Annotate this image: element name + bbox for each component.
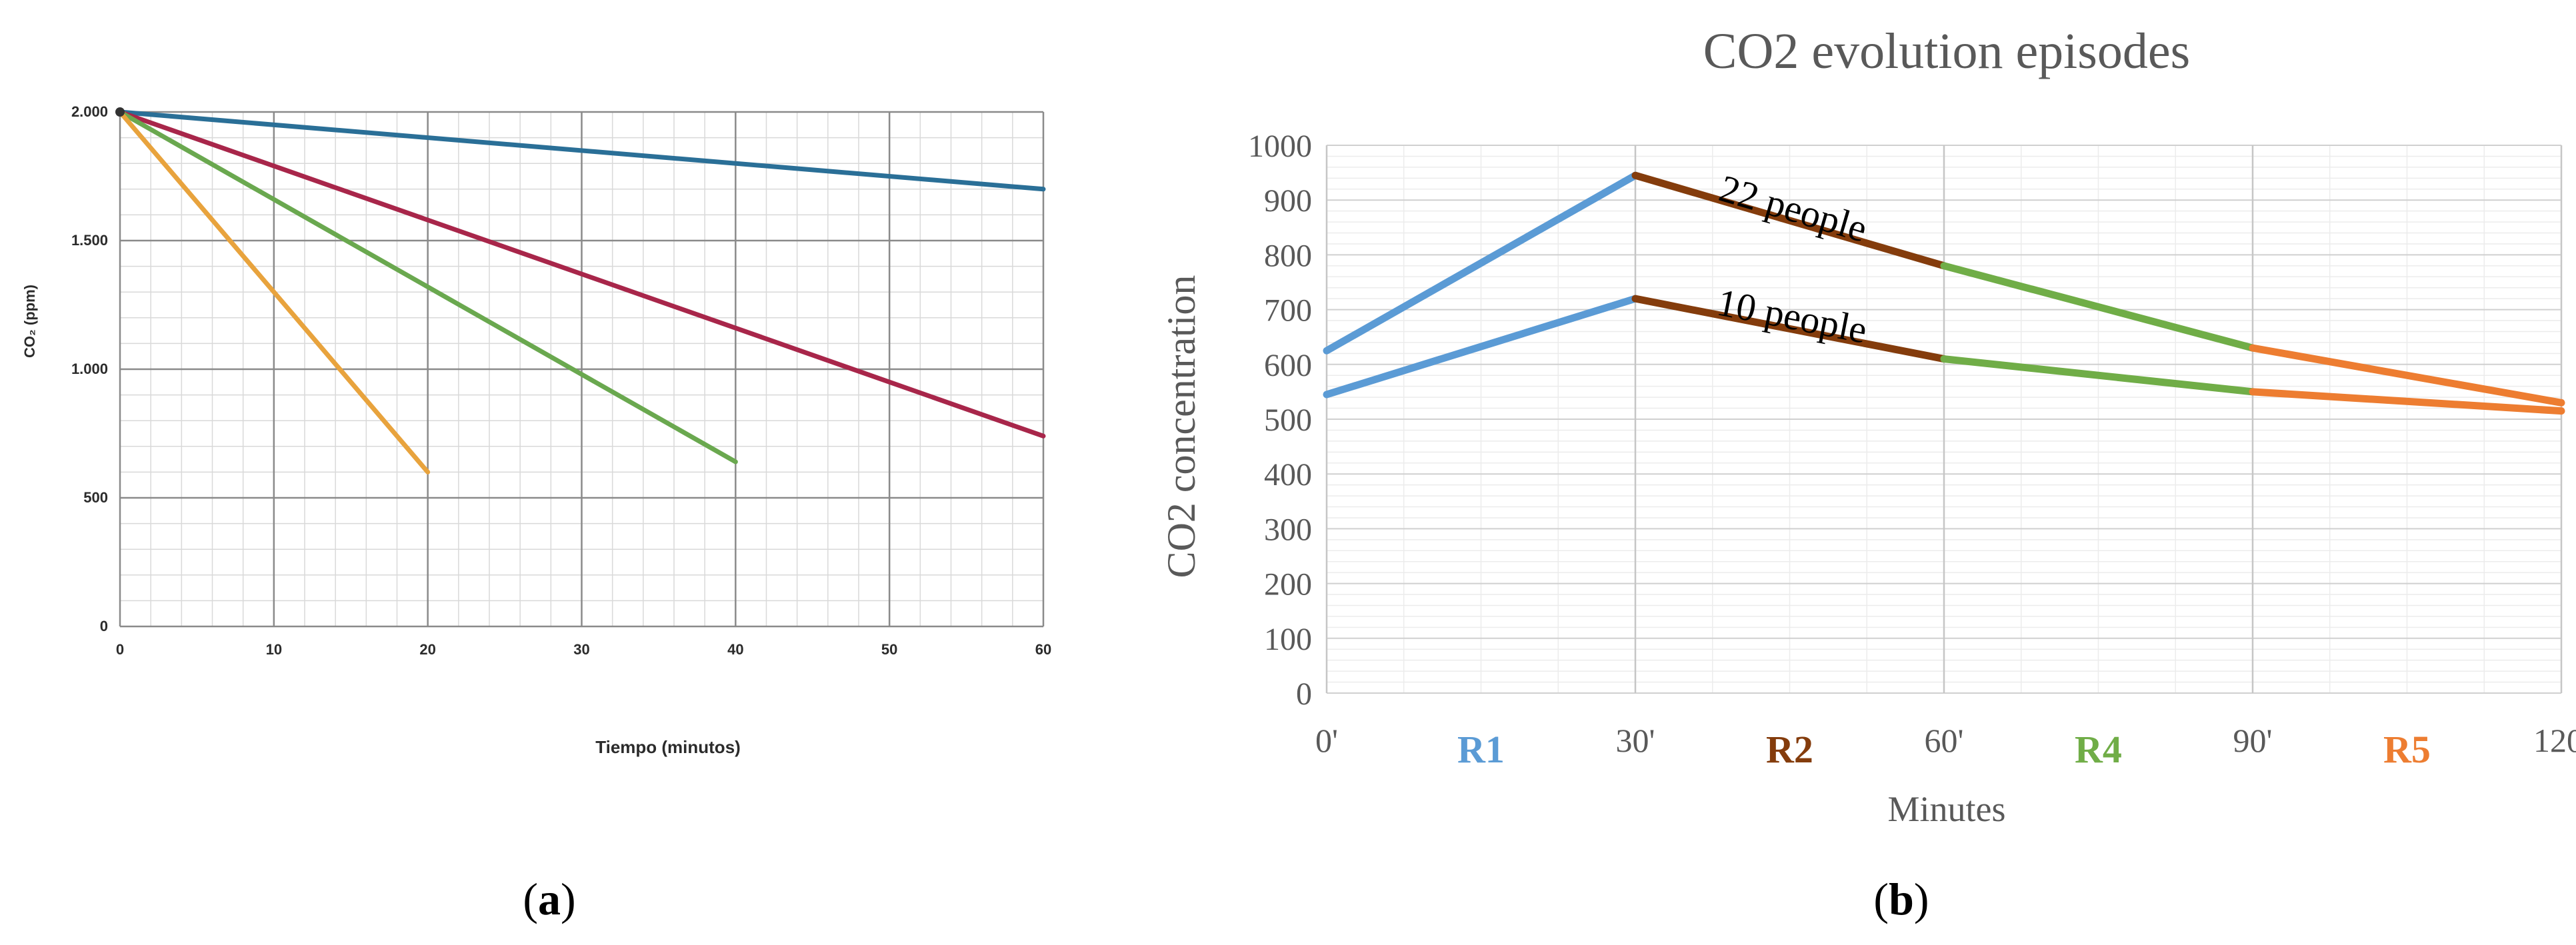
series-segment xyxy=(1323,171,1639,355)
x-tick-label: 30 xyxy=(573,641,589,658)
caption-a: (a) xyxy=(523,874,575,924)
y-tick-label: 1000 xyxy=(1248,129,1312,164)
x-tick-label: 60 xyxy=(1035,641,1051,658)
chart-panel-a: 0 500 1.000 1.500 2.000 0 10 20 30 40 50 60 CO₂ (p… xyxy=(21,103,1051,757)
y-tick-label: 300 xyxy=(1264,512,1312,547)
origin-point xyxy=(115,107,125,117)
y-tick-label: 2.000 xyxy=(71,103,108,120)
x-tick-label: 0 xyxy=(116,641,124,658)
series-segment xyxy=(1631,171,1948,270)
x-tick-label: 40 xyxy=(727,641,743,658)
y-tick-label: 100 xyxy=(1264,622,1312,657)
y-tick-label: 900 xyxy=(1264,183,1312,219)
x-tick-label: 50 xyxy=(881,641,897,658)
y-tick-label: 600 xyxy=(1264,348,1312,383)
caption-b: (b) xyxy=(1873,874,1929,924)
chart-title: CO2 evolution episodes xyxy=(1703,23,2190,79)
y-tick-label: 200 xyxy=(1264,567,1312,602)
x-tick-labels: 0' 30' 60' 90' 120' xyxy=(1315,722,2576,759)
phase-label: R4 xyxy=(2075,728,2122,771)
major-grid xyxy=(1325,145,2563,694)
y-axis-label: CO2 concentration xyxy=(1159,275,1203,578)
x-axis-label: Tiempo (minutos) xyxy=(595,737,741,757)
x-tick-label: 30' xyxy=(1615,722,1655,759)
series-lines xyxy=(115,107,1046,474)
series-segment xyxy=(1940,355,2257,396)
series-line-orange xyxy=(117,109,431,474)
series-segment xyxy=(1323,295,1639,399)
phase-labels: R1 R2 R4 R5 xyxy=(1457,728,2431,771)
y-tick-label: 700 xyxy=(1264,293,1312,329)
y-tick-label: 1.000 xyxy=(71,361,108,377)
x-tick-label: 0' xyxy=(1315,722,1338,759)
major-grid xyxy=(119,111,1045,628)
series-segment xyxy=(1940,262,2257,352)
series-label: 10 people xyxy=(1714,281,1871,352)
series-label: 22 people xyxy=(1715,167,1872,251)
x-axis-label: Minutes xyxy=(1887,789,2005,829)
series-segment xyxy=(2249,344,2565,407)
series-line-red xyxy=(117,109,1046,439)
phase-label: R2 xyxy=(1766,728,1813,771)
x-tick-label: 90' xyxy=(2233,722,2272,759)
y-tick-label: 500 xyxy=(83,489,108,506)
caption-a-letter: a xyxy=(538,874,561,924)
chart-panel-b: CO2 evolution episodes 22 people 10 peopl… xyxy=(1159,23,2576,829)
phase-label: R1 xyxy=(1457,728,1505,771)
caption-b-letter: b xyxy=(1889,874,1914,924)
y-tick-label: 1.500 xyxy=(71,232,108,249)
x-tick-label: 60' xyxy=(1924,722,1963,759)
x-tick-labels: 0 10 20 30 40 50 60 xyxy=(116,641,1051,658)
y-tick-label: 0 xyxy=(1296,676,1312,712)
y-tick-label: 0 xyxy=(100,618,108,634)
series-segment xyxy=(1631,295,1948,363)
series-lines xyxy=(1323,171,2565,415)
x-tick-label: 20 xyxy=(419,641,435,658)
y-tick-label: 500 xyxy=(1264,403,1312,438)
series-line-green xyxy=(117,109,738,465)
y-axis-label: CO₂ (ppm) xyxy=(21,285,38,358)
y-tick-label: 400 xyxy=(1264,457,1312,492)
y-tick-labels: 0 100 200 300 400 500 600 700 800 900 1000 xyxy=(1248,129,1312,712)
y-tick-labels: 0 500 1.000 1.500 2.000 xyxy=(71,103,108,634)
series-labels: 22 people 10 people xyxy=(1714,167,1873,352)
series-line-blue xyxy=(117,109,1046,192)
x-tick-label: 120' xyxy=(2533,722,2576,759)
phase-label: R5 xyxy=(2383,728,2431,771)
x-tick-label: 10 xyxy=(266,641,282,658)
y-tick-label: 800 xyxy=(1264,238,1312,273)
series-segment xyxy=(2249,388,2565,415)
